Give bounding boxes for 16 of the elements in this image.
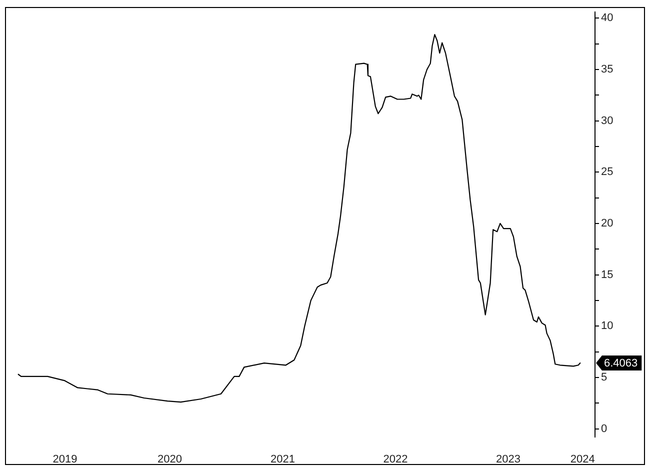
y-tick-label: 15	[601, 268, 614, 281]
y-tick-label: 0	[601, 422, 608, 435]
x-tick-label: 2019	[52, 454, 78, 466]
x-tick-label: 2021	[270, 454, 295, 466]
x-tick-label: 2023	[496, 454, 520, 466]
x-tick-label: 2022	[383, 454, 408, 466]
x-tick-label: 2020	[157, 454, 182, 466]
y-tick-label: 30	[601, 114, 614, 127]
y-tick-label: 40	[601, 12, 614, 24]
y-tick-label: 25	[601, 166, 614, 178]
text: 6.4063	[604, 358, 638, 370]
y-tick-label: 20	[601, 218, 614, 230]
y-tick-label: 5	[601, 371, 608, 384]
x-tick-label: 2024	[570, 454, 595, 466]
y-tick-label: 35	[601, 64, 614, 76]
y-tick-label: 10	[601, 320, 614, 332]
